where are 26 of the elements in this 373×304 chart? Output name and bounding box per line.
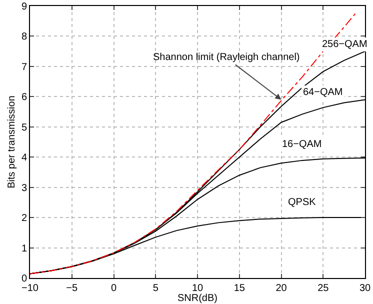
y-tick-label: 7	[21, 62, 28, 73]
x-tick-label: 0	[110, 283, 117, 294]
x-tick-label: 25	[318, 283, 330, 294]
y-tick-label: 9	[21, 2, 28, 12]
annotation: 16−QAM	[282, 139, 322, 150]
y-tick-label: 5	[21, 122, 28, 134]
x-tick-label: 20	[276, 283, 288, 294]
y-tick-label: 3	[21, 182, 28, 194]
annotation: 64−QAM	[303, 87, 343, 98]
y-tick-label: 6	[21, 92, 28, 104]
x-tick-label: −10	[22, 283, 39, 294]
y-tick-label: 1	[21, 243, 28, 254]
y-tick-label: 2	[21, 213, 28, 224]
y-axis-title: Bits per transmission	[6, 96, 18, 188]
x-tick-label: 10	[192, 283, 204, 294]
y-tick-label: 4	[21, 152, 28, 164]
annotation: QPSK	[288, 197, 316, 208]
x-tick-label: 30	[359, 283, 371, 294]
y-tick-label: 8	[21, 32, 28, 43]
x-axis-title: SNR(dB)	[177, 293, 218, 304]
x-tick-label: 5	[152, 283, 159, 294]
annotation: 256−QAM	[322, 39, 368, 50]
x-tick-label: −5	[66, 283, 78, 294]
annotation: Shannon limit (Rayleigh channel)	[153, 52, 300, 63]
x-tick-label: 15	[234, 283, 246, 294]
y-tick-label: 0	[21, 274, 28, 284]
